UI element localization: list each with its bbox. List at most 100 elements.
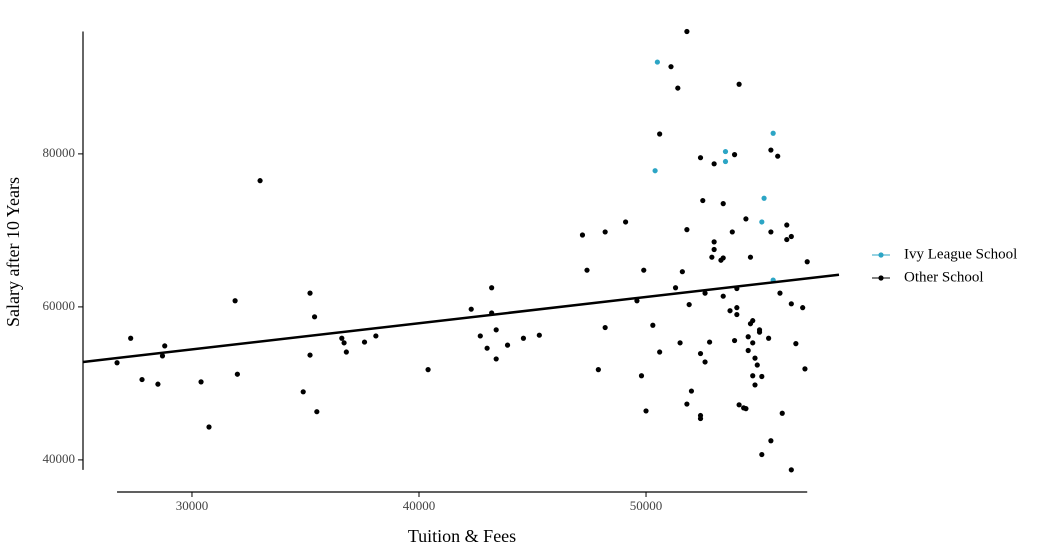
y-axis-title: Salary after 10 Years [3,177,23,327]
point [159,353,166,359]
point [731,337,738,344]
point [766,335,772,341]
point [759,451,765,458]
point [684,28,690,35]
point [777,290,783,296]
point [722,148,729,155]
point [373,333,379,339]
point [720,255,726,261]
point [768,147,774,153]
point [788,233,794,240]
y-tick-label: 40000 [43,451,76,466]
point [602,324,608,331]
legend-point [878,252,884,258]
point [468,306,474,312]
point [734,305,740,311]
point [750,373,756,379]
point [720,293,726,299]
point [793,341,799,347]
point [788,301,794,307]
point [745,347,751,354]
point [584,267,590,273]
point [768,438,774,444]
point [638,373,645,379]
point [654,59,660,65]
point [307,290,313,296]
x-tick-label: 30000 [176,498,209,513]
point [731,152,738,158]
point [784,222,790,228]
point [752,382,758,388]
point [520,335,527,341]
trend-line [82,273,840,364]
point [770,130,776,136]
point [162,343,168,349]
point [484,345,490,351]
point [784,236,790,243]
x-tick-label: 50000 [630,498,663,513]
point [307,352,313,358]
point [779,410,785,416]
point [804,259,810,265]
point [709,254,715,260]
y-tick-label: 60000 [43,298,76,313]
point [750,318,756,324]
point [702,290,708,296]
point [800,305,806,311]
y-tick-label: 80000 [43,145,76,160]
point [234,371,240,377]
point [759,373,765,380]
point [775,153,781,159]
point [232,298,238,304]
point [643,408,649,414]
point [504,342,511,348]
point [675,85,681,91]
point [641,267,647,273]
point [684,227,690,233]
x-axis-title: Tuition & Fees [408,526,516,546]
point [686,301,692,308]
point [697,415,704,422]
point [734,311,740,318]
point [341,340,347,346]
point [650,322,656,328]
point [711,161,717,167]
point [198,379,204,385]
point [672,285,679,291]
point [802,366,808,372]
point [679,269,685,275]
point [657,349,663,355]
point [622,219,629,225]
point [706,339,713,345]
point [595,367,601,373]
point [711,246,717,253]
point [702,359,708,365]
point [128,335,134,341]
point [425,367,431,373]
point [339,335,345,341]
legend-label: Ivy League School [904,246,1017,262]
point [314,409,320,415]
point [754,362,760,368]
point [155,381,161,387]
point [536,332,542,338]
point [579,232,586,238]
point [493,356,499,362]
legend-label: Other School [904,269,984,285]
point [756,329,763,335]
point [652,168,658,174]
point [700,197,706,204]
point [752,355,758,361]
point [745,334,751,340]
point [311,314,318,320]
point [736,402,742,408]
point [139,376,145,383]
point [743,406,749,412]
x-tick-label: 40000 [403,498,436,513]
point [257,178,263,184]
point [206,424,212,430]
point [720,201,726,207]
point [114,360,120,366]
point [493,327,499,333]
point [343,349,349,355]
